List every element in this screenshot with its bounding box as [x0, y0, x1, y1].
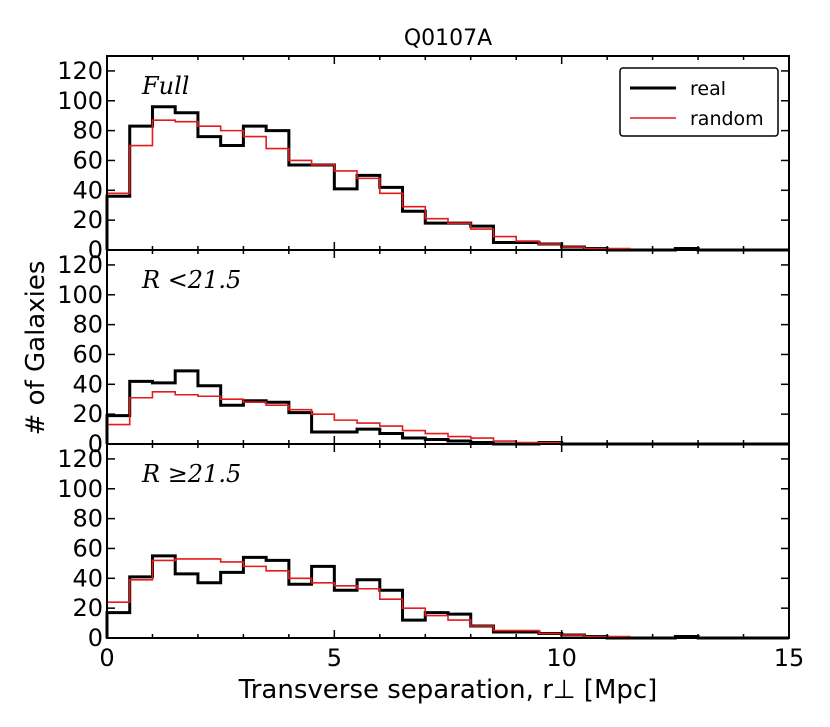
panel-frame — [106, 443, 790, 639]
y-tick-label: 80 — [72, 505, 103, 533]
legend-label-real: real — [690, 78, 726, 100]
panel-label: R <21.5 — [141, 266, 241, 294]
series-random-panel-1 — [106, 119, 789, 251]
y-tick-label: 40 — [72, 564, 103, 592]
y-axis-title: # of Galaxies — [21, 261, 51, 436]
y-tick-label: 120 — [57, 445, 103, 473]
y-tick-label: 100 — [57, 475, 103, 503]
y-tick-label: 120 — [57, 57, 103, 85]
legend-label-random: random — [690, 108, 764, 130]
y-tick-label: 60 — [72, 146, 103, 174]
series-real-panel-3 — [105, 554, 789, 640]
legend: real random — [619, 67, 779, 137]
panel-label: Full — [141, 72, 189, 100]
y-tick-label: 0 — [88, 236, 103, 264]
x-tick-label: 0 — [99, 644, 114, 672]
y-tick-label: 20 — [72, 206, 103, 234]
x-tick-label: 10 — [546, 644, 577, 672]
y-tick-label: 80 — [72, 117, 103, 145]
y-tick-label: 20 — [72, 594, 103, 622]
y-tick-label: 0 — [88, 430, 103, 458]
y-tick-label: 120 — [57, 251, 103, 279]
y-tick-label: 40 — [72, 370, 103, 398]
x-axis-title: Transverse separation, r⊥ [Mpc] — [238, 675, 658, 705]
panel-label: R ≥21.5 — [141, 460, 241, 488]
y-tick-label: 80 — [72, 311, 103, 339]
x-tick-label: 15 — [774, 644, 805, 672]
y-tick-label: 100 — [57, 281, 103, 309]
x-tick-label: 5 — [327, 644, 342, 672]
series-random-panel-2 — [106, 390, 789, 445]
y-tick-label: 40 — [72, 176, 103, 204]
y-tick-label: 100 — [57, 87, 103, 115]
legend-box — [619, 67, 779, 137]
y-tick-label: 60 — [72, 340, 103, 368]
y-tick-label: 0 — [88, 624, 103, 652]
chart-title: Q0107A — [404, 26, 492, 51]
y-tick-label: 20 — [72, 400, 103, 428]
y-tick-label: 60 — [72, 534, 103, 562]
series-random-panel-3 — [106, 558, 789, 639]
